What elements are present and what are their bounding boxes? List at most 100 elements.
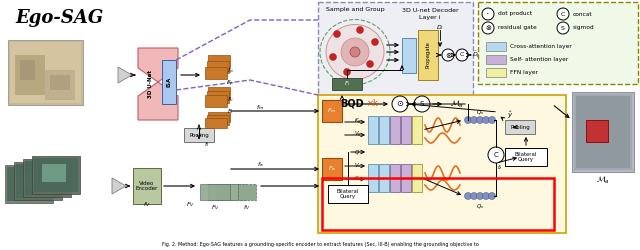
- FancyBboxPatch shape: [208, 184, 238, 200]
- Text: C: C: [493, 152, 499, 158]
- FancyBboxPatch shape: [10, 42, 81, 103]
- Text: FFN layer: FFN layer: [510, 70, 538, 75]
- FancyBboxPatch shape: [401, 116, 411, 144]
- FancyBboxPatch shape: [200, 184, 230, 200]
- FancyBboxPatch shape: [162, 60, 176, 104]
- FancyBboxPatch shape: [332, 78, 362, 90]
- Text: Propagate: Propagate: [426, 42, 431, 68]
- Text: $f_v$: $f_v$: [227, 96, 234, 104]
- Text: $F_a$: $F_a$: [328, 164, 336, 173]
- Text: Sample and Group: Sample and Group: [326, 8, 384, 12]
- Text: C: C: [561, 12, 565, 16]
- Text: $K_g$: $K_g$: [354, 117, 362, 127]
- Text: $F_V$: $F_V$: [211, 204, 220, 212]
- Circle shape: [488, 147, 504, 163]
- Text: $f_V$: $f_V$: [143, 200, 151, 209]
- FancyBboxPatch shape: [184, 128, 214, 142]
- Text: residual gate: residual gate: [498, 26, 537, 30]
- Text: Bilateral
Query: Bilateral Query: [337, 188, 359, 200]
- FancyBboxPatch shape: [318, 95, 566, 233]
- Text: $F_p$: $F_p$: [226, 79, 234, 89]
- FancyBboxPatch shape: [576, 96, 630, 168]
- Circle shape: [367, 60, 374, 68]
- Circle shape: [488, 116, 495, 123]
- Text: $D_i$: $D_i$: [436, 24, 444, 32]
- Text: Pooling: Pooling: [189, 132, 209, 138]
- Text: Video
Encoder: Video Encoder: [136, 180, 158, 192]
- Circle shape: [356, 26, 364, 34]
- FancyBboxPatch shape: [318, 2, 473, 95]
- FancyBboxPatch shape: [322, 100, 342, 122]
- FancyBboxPatch shape: [5, 165, 53, 203]
- FancyBboxPatch shape: [15, 55, 45, 95]
- FancyBboxPatch shape: [379, 116, 389, 144]
- FancyBboxPatch shape: [205, 67, 227, 79]
- FancyBboxPatch shape: [322, 158, 342, 180]
- Text: Bilateral
Query: Bilateral Query: [515, 152, 537, 162]
- FancyBboxPatch shape: [34, 158, 78, 192]
- FancyBboxPatch shape: [418, 30, 438, 80]
- Circle shape: [344, 68, 351, 75]
- FancyBboxPatch shape: [20, 60, 35, 80]
- Text: ⊗: ⊗: [445, 50, 451, 59]
- FancyBboxPatch shape: [208, 112, 230, 122]
- FancyBboxPatch shape: [486, 68, 506, 77]
- FancyBboxPatch shape: [478, 2, 638, 84]
- FancyBboxPatch shape: [572, 92, 634, 172]
- FancyBboxPatch shape: [401, 164, 411, 192]
- FancyBboxPatch shape: [368, 116, 378, 144]
- FancyBboxPatch shape: [205, 118, 227, 128]
- Text: $\bar{D}_i$: $\bar{D}_i$: [472, 50, 480, 60]
- FancyBboxPatch shape: [7, 167, 51, 201]
- Circle shape: [456, 49, 468, 61]
- Text: ×k: ×k: [367, 100, 379, 108]
- Text: $V_g$: $V_g$: [354, 130, 362, 140]
- Text: $f_m$: $f_m$: [256, 104, 264, 112]
- Circle shape: [392, 96, 408, 112]
- Circle shape: [557, 22, 569, 34]
- Text: Cross-attention layer: Cross-attention layer: [510, 44, 572, 49]
- FancyBboxPatch shape: [412, 164, 422, 192]
- Text: $F_m$: $F_m$: [327, 106, 337, 116]
- Text: $F_V$: $F_V$: [186, 200, 195, 209]
- Text: Layer i: Layer i: [419, 14, 441, 20]
- Text: 3D U-net Decoder: 3D U-net Decoder: [402, 8, 458, 12]
- FancyBboxPatch shape: [412, 116, 422, 144]
- Circle shape: [465, 192, 472, 200]
- Text: $f_V$: $f_V$: [243, 204, 251, 212]
- FancyBboxPatch shape: [379, 164, 389, 192]
- Text: $F_i$: $F_i$: [344, 80, 350, 88]
- Circle shape: [333, 30, 340, 38]
- Text: ·: ·: [486, 9, 490, 19]
- FancyBboxPatch shape: [15, 173, 39, 191]
- FancyBboxPatch shape: [133, 168, 161, 204]
- FancyBboxPatch shape: [402, 38, 416, 73]
- Polygon shape: [138, 48, 178, 120]
- Circle shape: [330, 54, 337, 60]
- Circle shape: [442, 49, 454, 61]
- Text: Fig. 2. Method: Ego-SAG features a grounding-specific encoder to extract feature: Fig. 2. Method: Ego-SAG features a groun…: [161, 242, 479, 247]
- Text: concat: concat: [573, 12, 593, 16]
- Text: BQD: BQD: [340, 99, 364, 109]
- FancyBboxPatch shape: [216, 184, 246, 200]
- Circle shape: [477, 192, 483, 200]
- FancyBboxPatch shape: [208, 55, 230, 67]
- FancyBboxPatch shape: [16, 164, 60, 198]
- FancyBboxPatch shape: [328, 185, 368, 203]
- Text: $\mathcal{M}_a$: $\mathcal{M}_a$: [596, 174, 610, 186]
- FancyBboxPatch shape: [8, 40, 83, 105]
- Text: ISA: ISA: [166, 77, 172, 87]
- Text: 3D U-Net: 3D U-Net: [147, 70, 152, 98]
- Text: C: C: [460, 52, 464, 58]
- Text: ⊗: ⊗: [485, 25, 491, 31]
- FancyBboxPatch shape: [42, 164, 66, 182]
- FancyBboxPatch shape: [208, 87, 230, 99]
- FancyBboxPatch shape: [25, 161, 69, 195]
- FancyBboxPatch shape: [390, 164, 400, 192]
- Text: ⊙: ⊙: [397, 100, 403, 108]
- Text: Pooling: Pooling: [510, 124, 530, 130]
- FancyBboxPatch shape: [32, 156, 80, 194]
- FancyBboxPatch shape: [50, 75, 70, 90]
- FancyBboxPatch shape: [486, 42, 506, 51]
- Text: dot product: dot product: [498, 12, 532, 16]
